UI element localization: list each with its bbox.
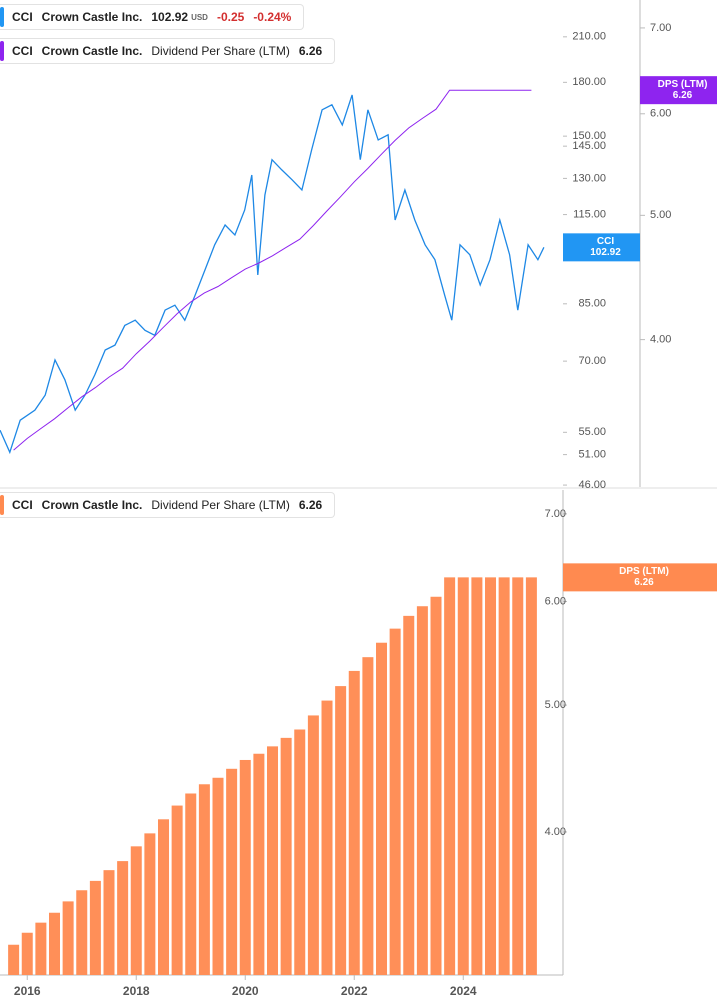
bar <box>280 737 292 975</box>
bar <box>498 577 510 975</box>
legend-color <box>0 7 4 27</box>
y-tick-label: 46.00 <box>578 479 606 491</box>
bar <box>8 944 20 975</box>
bar <box>35 922 47 975</box>
bar <box>144 833 156 975</box>
legend-ticker: CCI <box>12 10 33 24</box>
bar <box>512 577 524 975</box>
legend-price: CCI Crown Castle Inc. 102.92 USD -0.25 -… <box>0 4 305 30</box>
bar <box>158 819 170 975</box>
legend-currency: USD <box>191 12 208 22</box>
legend-value: 6.26 <box>298 44 323 58</box>
y-tick-label: 5.00 <box>545 699 566 711</box>
legend-name: Crown Castle Inc. <box>41 498 143 512</box>
y-tick-label: 51.00 <box>578 449 606 461</box>
value-tag <box>640 76 717 105</box>
legend-dps-bar: CCI Crown Castle Inc. Dividend Per Share… <box>0 492 336 518</box>
y-tick-label: 4.00 <box>545 826 566 838</box>
x-tick-label: 2022 <box>341 984 368 998</box>
y-tick-label: 70.00 <box>578 355 606 367</box>
line-series <box>0 94 545 455</box>
value-tag-value: 6.26 <box>634 577 654 588</box>
bar <box>171 805 183 975</box>
bar <box>403 615 415 975</box>
bar <box>103 870 115 975</box>
legend-change: -0.25 <box>216 10 245 24</box>
value-tag-label: CCI <box>597 236 614 247</box>
y-tick-label: 7.00 <box>545 508 566 520</box>
y2-tick-label: 4.00 <box>650 334 671 346</box>
legend-color <box>0 41 4 61</box>
x-tick-label: 2020 <box>232 984 259 998</box>
bar <box>321 700 333 975</box>
legend-color <box>0 495 4 515</box>
bar <box>294 729 306 975</box>
legend-value: 102.92 <box>151 10 189 24</box>
legend-name: Crown Castle Inc. <box>41 44 143 58</box>
bar <box>198 784 210 975</box>
y2-tick-label: 7.00 <box>650 22 671 34</box>
bar <box>49 912 61 975</box>
bar <box>471 577 483 975</box>
bar <box>253 753 265 975</box>
y-tick-label: 85.00 <box>578 298 606 310</box>
legend-dps: CCI Crown Castle Inc. Dividend Per Share… <box>0 38 336 64</box>
value-tag-value: 102.92 <box>590 247 621 258</box>
y2-tick-label: 6.00 <box>650 108 671 120</box>
y-tick-label: 180.00 <box>572 76 606 88</box>
legend-metric: Dividend Per Share (LTM) <box>151 498 290 512</box>
y-tick-label: 115.00 <box>573 208 606 220</box>
bar <box>348 670 360 975</box>
x-tick-label: 2016 <box>14 984 41 998</box>
y-tick-label: 6.00 <box>545 595 566 607</box>
value-tag-label: DPS (LTM) <box>619 566 669 577</box>
bar <box>430 596 442 975</box>
value-tag-label: DPS (LTM) <box>658 79 708 90</box>
value-tag <box>563 563 717 592</box>
y-tick-label: 55.00 <box>578 426 606 438</box>
bar <box>525 577 537 975</box>
bar <box>267 746 279 975</box>
y-tick-label: 210.00 <box>572 31 606 43</box>
bar <box>89 880 101 975</box>
y-tick-label: 130.00 <box>572 172 606 184</box>
y2-tick-label: 5.00 <box>650 209 671 221</box>
legend-change-pct: -0.24% <box>253 10 292 24</box>
bar <box>130 846 142 975</box>
bar <box>117 861 129 975</box>
value-tag-value: 6.26 <box>673 90 693 101</box>
legend-name: Crown Castle Inc. <box>41 10 143 24</box>
value-tag <box>563 233 640 262</box>
legend-metric: Dividend Per Share (LTM) <box>151 44 290 58</box>
legend-ticker: CCI <box>12 44 33 58</box>
line-series <box>13 89 532 451</box>
bar <box>376 642 388 975</box>
legend-ticker: CCI <box>12 498 33 512</box>
legend-value: 6.26 <box>298 498 323 512</box>
bar <box>62 901 74 975</box>
bar <box>239 759 251 975</box>
bar <box>307 715 319 975</box>
x-tick-label: 2018 <box>123 984 150 998</box>
y-tick-label: 145.00 <box>572 140 606 152</box>
bar <box>457 577 469 975</box>
bar <box>485 577 497 975</box>
y-tick-label: 150.00 <box>572 130 606 142</box>
bar <box>185 793 197 975</box>
bar <box>335 686 347 975</box>
bar <box>76 890 88 975</box>
bar <box>389 628 401 975</box>
bar <box>212 777 224 975</box>
bar <box>226 768 238 975</box>
bar <box>444 577 456 975</box>
bar <box>416 606 428 975</box>
x-tick-label: 2024 <box>450 984 477 998</box>
bar <box>362 657 374 975</box>
bar <box>21 932 33 975</box>
